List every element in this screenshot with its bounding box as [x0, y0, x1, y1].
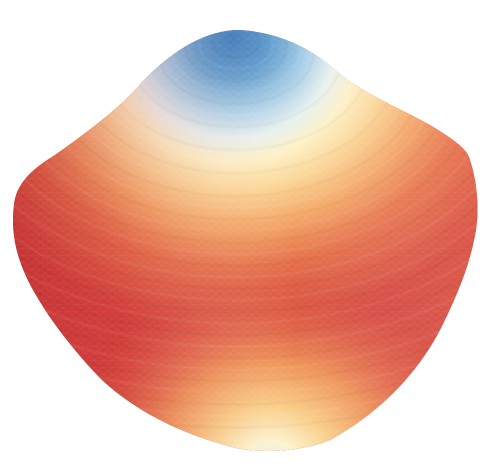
surface-body [12, 30, 478, 452]
render-viewport[interactable] [0, 0, 492, 469]
colormapped-3d-surface [12, 30, 478, 452]
